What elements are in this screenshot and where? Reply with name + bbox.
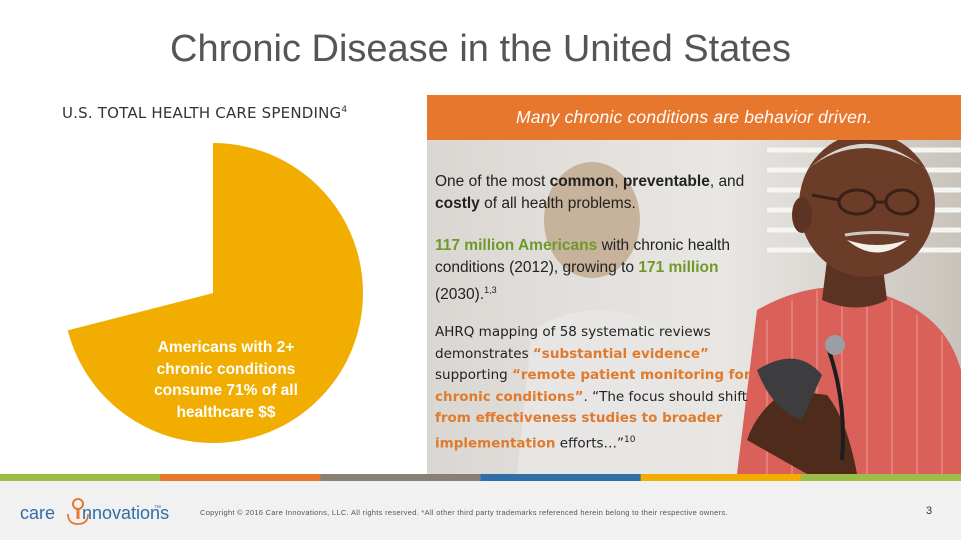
footnote-marker: 4 bbox=[341, 105, 348, 115]
care-innovations-logo: care nnovations ™ bbox=[20, 498, 169, 525]
page-number: 3 bbox=[926, 505, 933, 517]
pie-slice-other bbox=[62, 143, 213, 331]
patient-photo bbox=[427, 140, 961, 474]
stripe-segment bbox=[480, 474, 642, 481]
pie-slice-label: Americans with 2+ chronic conditions con… bbox=[154, 339, 298, 421]
spending-pie-chart bbox=[62, 143, 363, 443]
stripe-segment bbox=[800, 474, 961, 481]
svg-text:care: care bbox=[20, 503, 55, 523]
statement-ahrq-evidence: AHRQ mapping of 58 systematic reviews de… bbox=[435, 324, 751, 451]
statement-americans-count: 117 million Americans with chronic healt… bbox=[435, 237, 730, 304]
copyright-notice: Copyright © 2016 Care Innovations, LLC. … bbox=[200, 508, 728, 517]
footer-bar bbox=[0, 481, 961, 540]
stripe-segment bbox=[320, 474, 482, 481]
stripe-segment bbox=[0, 474, 162, 481]
slide-title: Chronic Disease in the United States bbox=[170, 28, 791, 70]
svg-text:nnovations: nnovations bbox=[82, 503, 169, 523]
stripe-segment bbox=[640, 474, 802, 481]
pie-slice-chronic bbox=[67, 143, 363, 443]
spending-heading: U.S. TOTAL HEALTH CARE SPENDING4 bbox=[62, 104, 348, 122]
callout-banner: Many chronic conditions are behavior dri… bbox=[427, 95, 961, 140]
svg-text:™: ™ bbox=[154, 505, 161, 512]
statement-common-preventable-costly: One of the most common, preventable, and… bbox=[435, 173, 745, 212]
stripe-segment bbox=[160, 474, 322, 481]
color-stripe bbox=[0, 474, 961, 481]
